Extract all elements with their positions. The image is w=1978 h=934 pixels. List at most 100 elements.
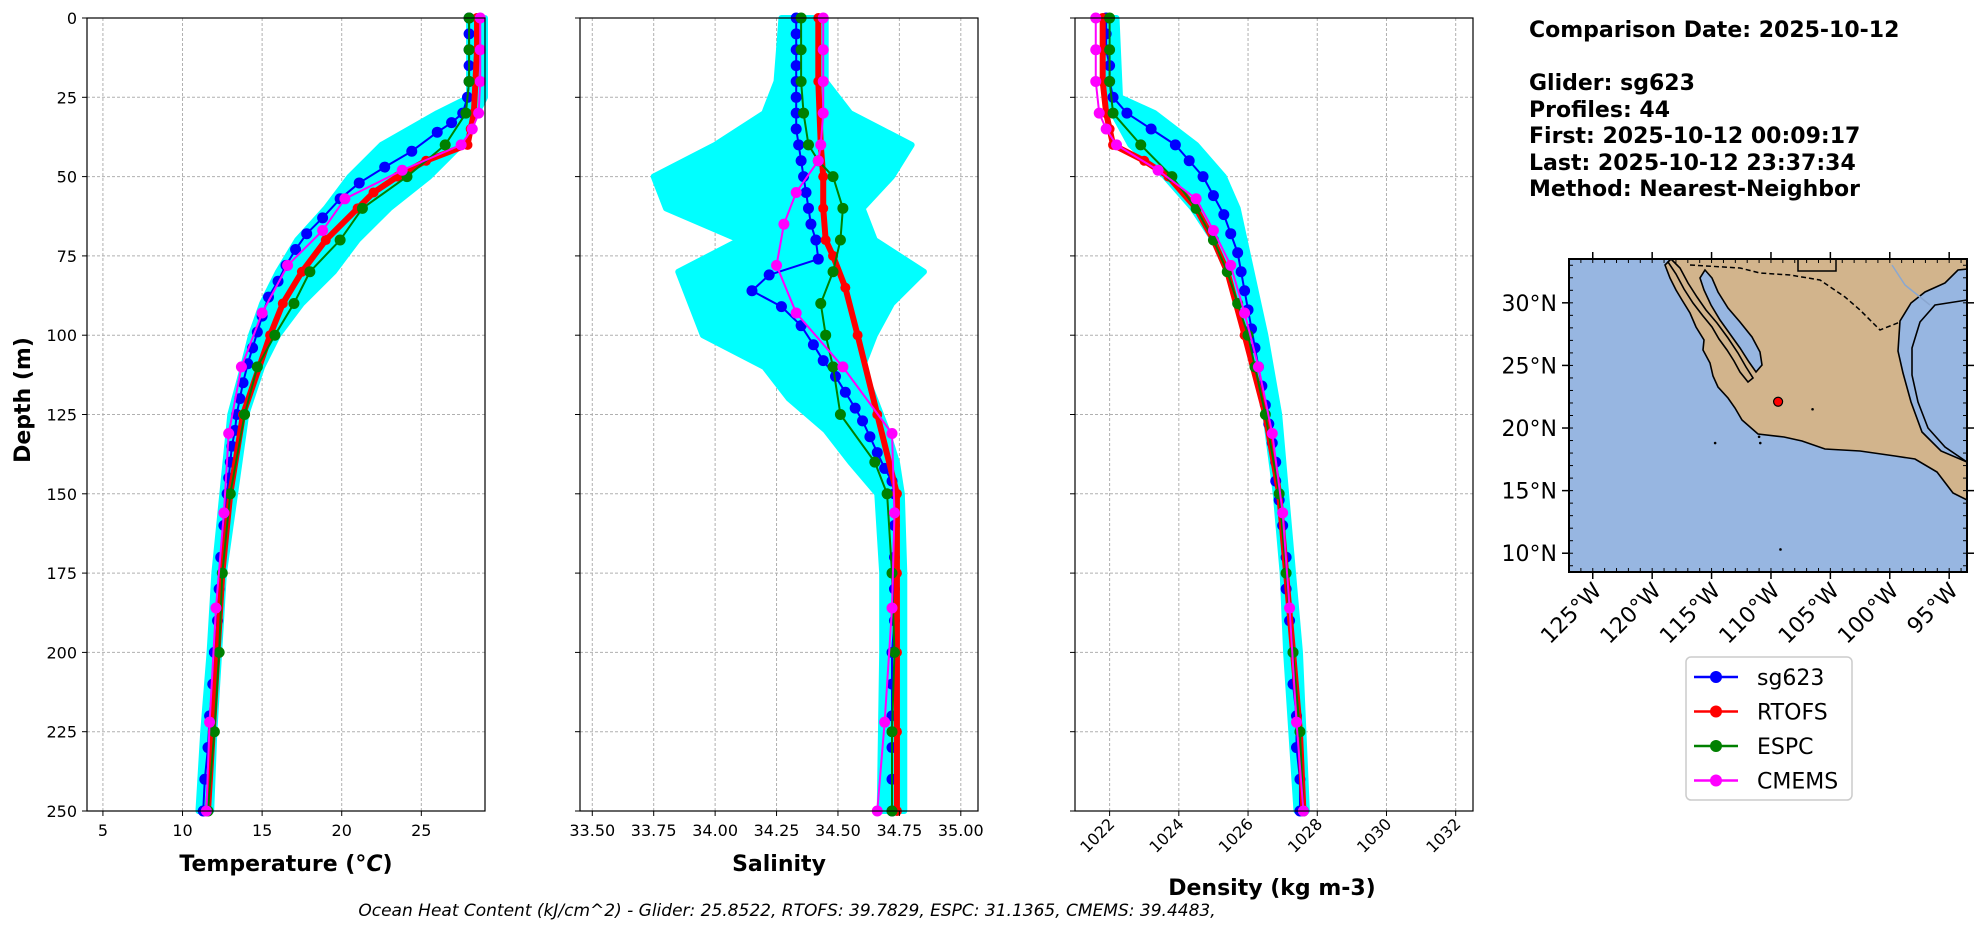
espc-point [334,234,346,246]
cmems-point [817,44,829,56]
temperature-xtick-label: 15 [252,821,272,840]
sg623-point [237,377,249,389]
map-location-marker [1772,396,1784,407]
sg623-point [406,145,418,157]
sg623-point [839,386,851,398]
cmems-point [812,155,824,167]
cmems-point [886,428,898,440]
map-lon-label: 115°W [1655,578,1726,649]
cmems-point [210,602,222,614]
sg623-point [431,126,443,138]
espc-point [356,202,368,214]
density-xtick-label: 1032 [1422,814,1464,856]
depth-tick-label: 175 [46,564,77,583]
depth-tick-label: 25 [57,88,77,107]
legend-marker [1710,671,1722,683]
temperature-grid [87,17,485,812]
legend-label: RTOFS [1757,701,1828,726]
sg623-point [317,212,329,224]
espc-point [463,44,475,56]
sg623-point [446,117,458,129]
glider-name: Glider: sg623 [1529,71,1695,96]
cmems-point [474,75,486,87]
island [1713,441,1717,445]
sg623-point [800,186,812,198]
info-block: Comparison Date: 2025-10-12 Glider: sg62… [1529,18,1899,202]
sg623-point [810,234,822,246]
legend-item-espc: ESPC [1694,735,1814,760]
sg623-point [1197,171,1209,183]
sg623-point [290,244,302,256]
density-xtick-label: 1024 [1145,814,1187,856]
cmems-point [1100,123,1112,135]
espc-point [815,297,827,309]
cmems-point [396,164,408,176]
cmems-point [837,361,849,373]
cmems-point [1290,716,1302,728]
sg623-point [802,202,814,214]
map-lon-label: 95°W [1903,578,1964,639]
map-lon-label: 105°W [1774,578,1845,649]
rtofs-point [820,235,831,246]
cmems-point [771,259,783,271]
salinity-xtick-label: 34.00 [692,821,738,840]
sg623-point [857,415,869,427]
gulf-water [1699,268,1763,374]
legend-marker [1710,740,1722,752]
cmems-point [817,107,829,119]
sg623-point [790,60,802,72]
depth-tick-label: 0 [67,9,77,28]
sg623-point [807,339,819,351]
density-xtick-label: 1028 [1284,814,1326,856]
sg623-point [812,253,824,265]
espc-point [269,329,281,341]
cmems-point [886,602,898,614]
cmems-point [282,259,294,271]
espc-point [888,646,900,658]
espc-point [802,139,814,151]
density-axis-label: Density (kg m-3) [1168,876,1376,901]
cmems-point [235,361,247,373]
sg623-point [1225,228,1237,240]
espc-point [795,75,807,87]
density-xtick-label: 1022 [1076,814,1118,856]
map-frame [1568,258,1968,573]
island [1758,441,1762,445]
rtofs-point [840,282,851,293]
rtofs-point [296,266,307,277]
espc-point [827,171,839,183]
map-lat-label: 10°N [1502,542,1557,567]
salinity-axis-label: Salinity [732,852,826,877]
map-lat-label: 30°N [1502,292,1557,317]
espc-point [869,456,881,468]
temperature-series-espc [202,12,475,817]
map-lon-label: 125°W [1536,578,1607,649]
temperature-axis-label: Temperature (°C) [179,852,392,877]
rtofs-point [818,171,829,182]
depth-tick-label: 225 [46,723,77,742]
state-border [1797,259,1837,272]
us-mexico-border [1689,264,1901,331]
river [1891,264,1931,306]
sg623-point [805,218,817,230]
depth-tick-label: 100 [46,326,77,345]
espc-point [304,266,316,278]
map-lon-label: 100°W [1833,578,1904,649]
cmems-line [775,18,896,812]
cmems-point [466,123,478,135]
legend: sg623 RTOFS ESPC CMEMS [1685,656,1853,801]
temperature-xtick-label: 5 [98,821,108,840]
espc-point [881,488,893,500]
espc-point [1107,107,1119,119]
sg623-point [1145,123,1157,135]
cmems-point [218,507,230,519]
last-time: Last: 2025-10-12 23:37:34 [1529,151,1856,176]
density-series-cmems [1090,12,1309,817]
espc-point [460,107,472,119]
cmems-point [1111,139,1123,151]
sg623-point [301,228,313,240]
espc-point [208,726,220,738]
espc-point [886,726,898,738]
